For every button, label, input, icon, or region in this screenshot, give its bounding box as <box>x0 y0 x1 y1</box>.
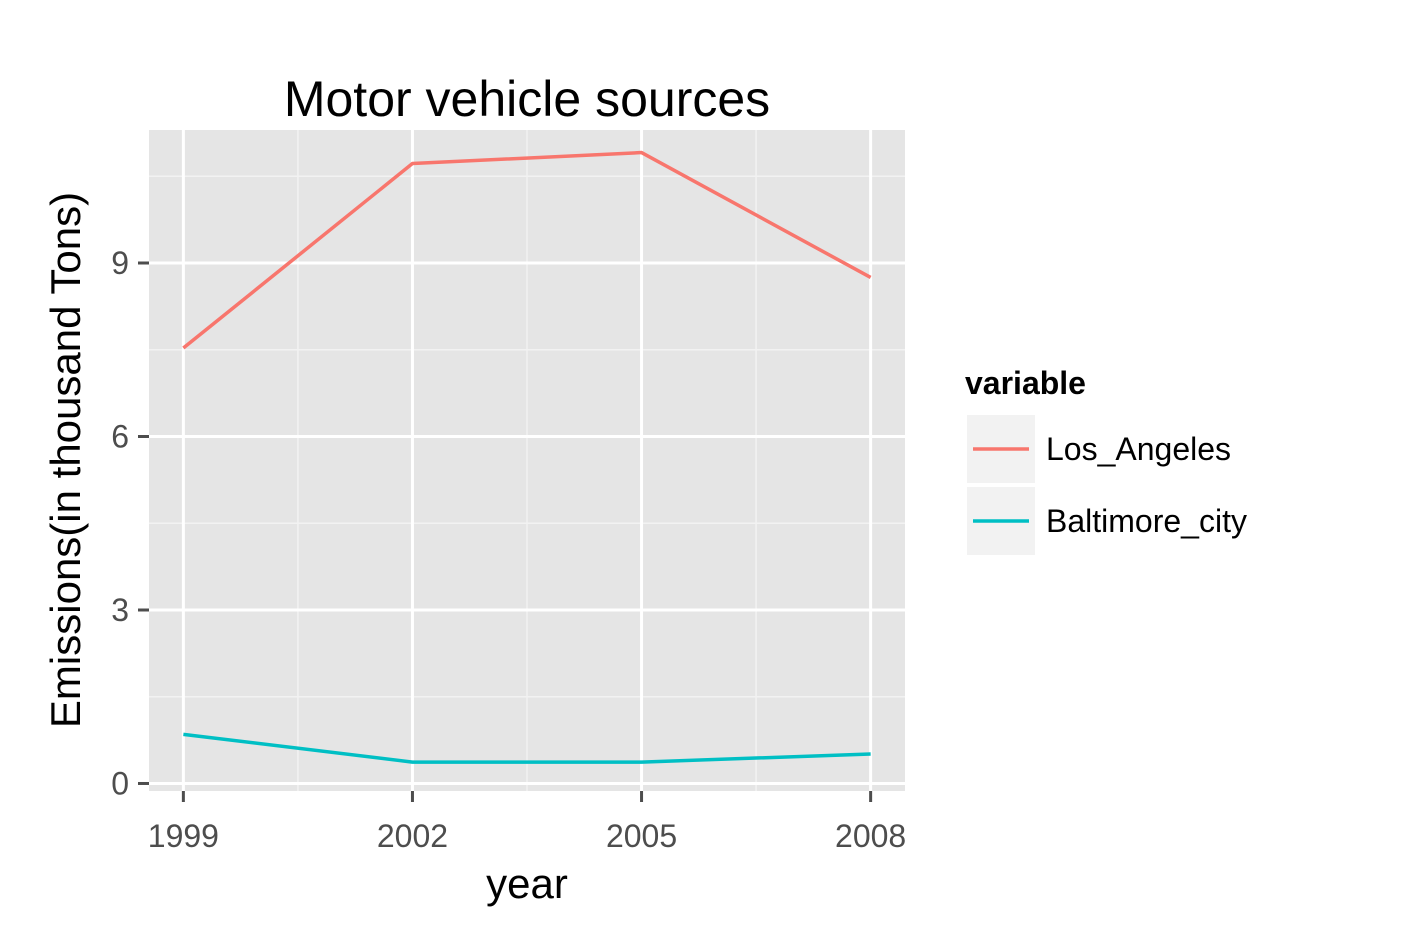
series-line-los-angeles <box>182 150 872 350</box>
y-axis-title: Emissions(in thousand Tons) <box>42 192 89 728</box>
minor-gridlines <box>149 130 905 791</box>
y-tick-label-0: 0 <box>111 765 129 801</box>
legend-title: variable <box>965 365 1086 401</box>
y-tick-label-3: 3 <box>111 592 129 628</box>
x-tick-label-2008: 2008 <box>835 818 906 854</box>
y-axis: 0 3 6 9 <box>111 245 149 801</box>
legend: variable Los_Angeles Baltimore_city <box>965 365 1247 555</box>
x-tick-label-2002: 2002 <box>377 818 448 854</box>
x-tick-label-2005: 2005 <box>606 818 677 854</box>
major-gridlines <box>149 130 905 791</box>
chart-title: Motor vehicle sources <box>284 71 770 127</box>
x-axis: 1999 2002 2005 2008 <box>148 791 906 854</box>
y-tick-label-6: 6 <box>111 419 129 455</box>
y-tick-label-9: 9 <box>111 245 129 281</box>
legend-label-baltimore-city: Baltimore_city <box>1046 503 1247 539</box>
series-layer <box>182 150 872 764</box>
x-tick-label-1999: 1999 <box>148 818 219 854</box>
series-line-baltimore-city <box>183 732 871 764</box>
x-axis-title: year <box>486 860 568 907</box>
legend-label-los-angeles: Los_Angeles <box>1046 431 1231 467</box>
